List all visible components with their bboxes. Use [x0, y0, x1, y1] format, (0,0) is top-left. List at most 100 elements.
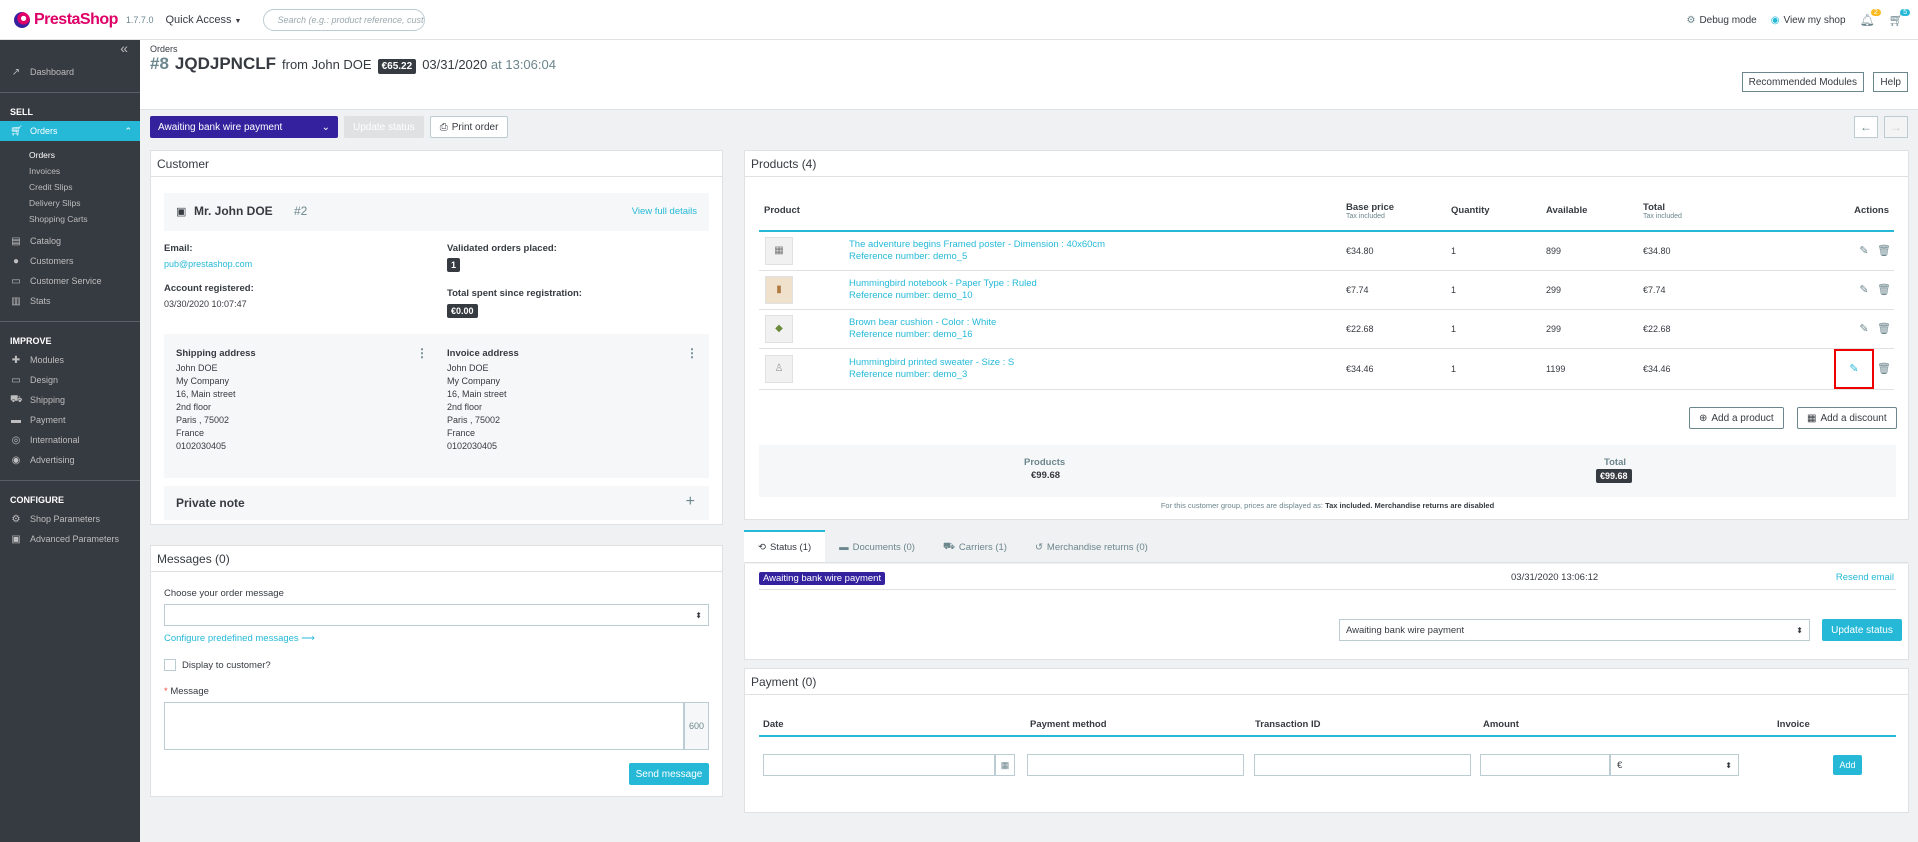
sidebar-item-dashboard[interactable]: ↗ Dashboard	[0, 62, 140, 82]
products-totals: Products €99.68 Total €99.68	[759, 445, 1896, 497]
add-discount-label: Add a discount	[1820, 412, 1887, 424]
amount-input[interactable]	[1480, 754, 1610, 776]
private-note-box[interactable]: Private note +	[164, 486, 709, 520]
display-to-customer-checkbox[interactable]	[164, 659, 176, 671]
edit-pencil-icon[interactable]: ✎	[1834, 348, 1874, 389]
sidebar-item-advanced-parameters[interactable]: ▣ Advanced Parameters	[0, 529, 140, 549]
next-order-button[interactable]: →	[1884, 116, 1908, 138]
validated-orders-badge: 1	[447, 258, 461, 272]
plus-icon[interactable]: +	[685, 493, 695, 510]
sidebar-item-label: International	[30, 435, 80, 445]
view-full-details-link[interactable]: View full details	[631, 206, 697, 217]
sidebar-item-modules[interactable]: ✚ Modules	[0, 350, 140, 370]
calendar-icon[interactable]: ▦	[995, 754, 1015, 776]
order-status-select[interactable]: Awaiting bank wire payment ⌄	[150, 116, 338, 138]
discount-icon: ▦	[1807, 412, 1817, 424]
product-name-link[interactable]: Brown bear cushion - Color : White	[849, 316, 997, 328]
display-to-customer-row: Display to customer?	[164, 659, 271, 671]
table-row: ▮ Hummingbird notebook - Paper Type : Ru…	[759, 270, 1894, 310]
customer-email-link[interactable]: pub@prestashop.com	[164, 259, 253, 269]
product-available: 299	[1546, 309, 1643, 349]
table-row: ◆ Brown bear cushion - Color : White Refe…	[759, 309, 1894, 349]
delete-trash-icon[interactable]: 🗑︎	[1877, 362, 1891, 375]
shipping-address-menu-icon[interactable]: ⋮	[416, 346, 428, 360]
order-message-select[interactable]: ⬍	[164, 604, 709, 626]
sidebar-item-international[interactable]: ◎ International	[0, 430, 140, 450]
sidebar-subitem-invoices[interactable]: Invoices	[29, 166, 61, 176]
product-total: €7.74	[1643, 270, 1794, 310]
product-price: €22.68	[1346, 309, 1451, 349]
recommended-modules-button[interactable]: Recommended Modules	[1741, 72, 1864, 92]
sidebar-item-advertising[interactable]: ◉ Advertising	[0, 450, 140, 470]
add-payment-button[interactable]: Add	[1833, 755, 1862, 775]
view-shop-link[interactable]: ◉ View my shop	[1771, 15, 1846, 26]
sidebar-item-payment[interactable]: ▬ Payment	[0, 410, 140, 430]
tab-documents[interactable]: ▬ Documents (0)	[825, 532, 929, 562]
product-name-link[interactable]: Hummingbird printed sweater - Size : S	[849, 356, 1015, 368]
sidebar-item-catalog[interactable]: ▤ Catalog	[0, 231, 140, 251]
payment-date-input[interactable]	[763, 754, 995, 776]
sidebar-item-customer-service[interactable]: ▭ Customer Service	[0, 271, 140, 291]
edit-pencil-icon[interactable]: ✎	[1859, 323, 1869, 335]
product-name-link[interactable]: Hummingbird notebook - Paper Type : Rule…	[849, 277, 1037, 289]
message-textarea[interactable]	[164, 702, 684, 750]
send-message-button[interactable]: Send message	[629, 763, 709, 785]
sidebar-item-design[interactable]: ▭ Design	[0, 370, 140, 390]
configure-messages-link[interactable]: Configure predefined messages ⟶	[164, 633, 315, 644]
sidebar-item-shop-parameters[interactable]: ⚙ Shop Parameters	[0, 509, 140, 529]
top-bar: PrestaShop 1.7.7.0 Quick Access ▼ Search…	[0, 0, 1918, 40]
select-arrows-icon: ⬍	[1796, 625, 1803, 635]
search-input[interactable]: Search (e.g.: product reference, custom	[263, 8, 426, 31]
sidebar-section-sell: SELL	[10, 107, 34, 117]
currency-select[interactable]: € ⬍	[1610, 754, 1739, 776]
sidebar-item-label: Catalog	[30, 236, 62, 246]
shipping-address-title: Shipping address	[176, 348, 256, 359]
breadcrumb[interactable]: Orders	[150, 44, 178, 54]
order-total-badge: €65.22	[377, 59, 417, 74]
tab-merchandise-returns[interactable]: ↺ Merchandise returns (0)	[1021, 532, 1162, 562]
edit-pencil-icon[interactable]: ✎	[1859, 245, 1869, 258]
tab-status[interactable]: ⟲ Status (1)	[744, 530, 826, 562]
sidebar-subitem-delivery-slips[interactable]: Delivery Slips	[29, 198, 81, 208]
table-row: ♙ Hummingbird printed sweater - Size : S…	[759, 348, 1894, 390]
char-counter: 600	[684, 702, 709, 750]
product-price: €7.74	[1346, 270, 1451, 310]
delete-trash-icon[interactable]: 🗑︎	[1877, 323, 1891, 335]
sidebar-item-stats[interactable]: ▥ Stats	[0, 291, 140, 311]
sidebar-subitem-orders[interactable]: Orders	[29, 150, 55, 160]
sidebar-item-shipping[interactable]: ⛟ Shipping	[0, 390, 140, 410]
sidebar-item-orders[interactable]: 🛒︎ Orders ⌃	[0, 121, 140, 141]
product-name-link[interactable]: The adventure begins Framed poster - Dim…	[849, 238, 1106, 250]
prestashop-logo[interactable]: PrestaShop	[14, 11, 118, 29]
message-label: Message	[170, 686, 209, 697]
products-card-title: Products (4)	[745, 151, 1908, 177]
sidebar-subitem-shopping-carts[interactable]: Shopping Carts	[29, 214, 88, 224]
sidebar-item-label: Shop Parameters	[30, 514, 101, 524]
sidebar-item-customers[interactable]: ● Customers	[0, 251, 140, 271]
payment-method-input[interactable]	[1027, 754, 1244, 776]
debug-mode-link[interactable]: ⚙ Debug mode	[1686, 15, 1756, 26]
sidebar-subitem-credit-slips[interactable]: Credit Slips	[29, 182, 73, 192]
edit-pencil-icon[interactable]: ✎	[1859, 284, 1869, 296]
print-order-button[interactable]: ⎙ Print order	[429, 116, 509, 138]
payment-card-title: Payment (0)	[745, 669, 1908, 695]
help-button[interactable]: Help	[1873, 72, 1908, 92]
delete-trash-icon[interactable]: 🗑︎	[1877, 284, 1891, 296]
customer-name-box: ▣ Mr. John DOE #2 View full details	[164, 193, 709, 231]
add-discount-button[interactable]: ▦ Add a discount	[1797, 407, 1897, 429]
history-update-status-button[interactable]: Update status	[1822, 619, 1902, 641]
update-status-button[interactable]: Update status	[344, 116, 424, 138]
sidebar-item-label: Orders	[30, 126, 58, 136]
invoice-address-menu-icon[interactable]: ⋮	[686, 346, 698, 360]
previous-order-button[interactable]: ←	[1854, 116, 1878, 138]
quick-access-menu[interactable]: Quick Access ▼	[165, 14, 241, 26]
notifications-orders[interactable]: 🔔︎ 2	[1860, 9, 1881, 27]
resend-email-link[interactable]: Resend email	[1835, 572, 1894, 583]
tab-carriers[interactable]: ⛟ Carriers (1)	[929, 532, 1021, 562]
transaction-id-input[interactable]	[1254, 754, 1471, 776]
history-status-select[interactable]: Awaiting bank wire payment ⬍	[1339, 619, 1810, 641]
collapse-sidebar-icon[interactable]: «	[120, 40, 128, 56]
delete-trash-icon[interactable]: 🗑︎	[1877, 245, 1891, 258]
add-product-button[interactable]: ⊕ Add a product	[1689, 407, 1784, 429]
notifications-customers[interactable]: 🛒︎ 5	[1889, 9, 1910, 27]
